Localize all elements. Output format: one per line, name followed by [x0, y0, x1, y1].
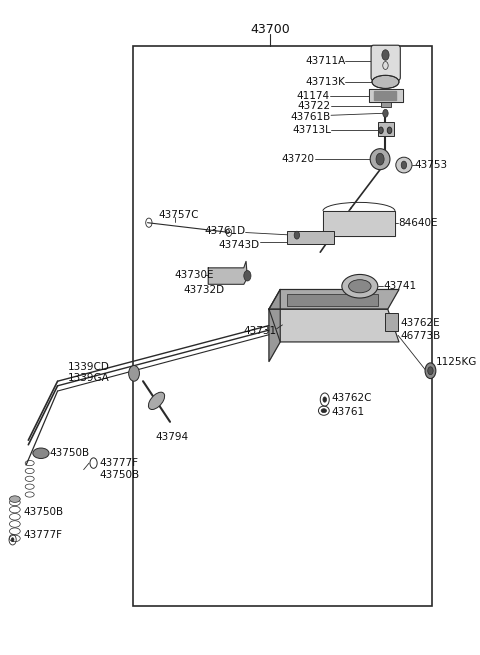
Bar	[384, 313, 398, 331]
Text: 43794: 43794	[156, 432, 189, 442]
Text: 43730E: 43730E	[175, 270, 214, 280]
Text: 43777F: 43777F	[24, 530, 63, 540]
Polygon shape	[323, 211, 395, 236]
Text: 43757C: 43757C	[159, 210, 199, 220]
Text: 43762C: 43762C	[332, 393, 372, 403]
Circle shape	[387, 127, 392, 134]
Polygon shape	[374, 91, 396, 100]
Text: 43753: 43753	[415, 160, 448, 170]
Text: 84640E: 84640E	[398, 217, 438, 228]
Text: 46773B: 46773B	[400, 331, 441, 341]
Circle shape	[11, 538, 14, 542]
Text: 43761: 43761	[332, 407, 365, 417]
Ellipse shape	[342, 274, 378, 298]
Circle shape	[401, 161, 407, 169]
Circle shape	[376, 153, 384, 165]
Text: 43761D: 43761D	[204, 225, 246, 236]
Text: 43761B: 43761B	[291, 111, 331, 122]
Circle shape	[323, 397, 326, 402]
Bar	[132, 46, 432, 606]
Text: 43750B: 43750B	[24, 507, 64, 517]
Text: 43762E: 43762E	[400, 318, 440, 328]
Polygon shape	[208, 261, 247, 284]
Circle shape	[382, 50, 389, 60]
Ellipse shape	[370, 149, 390, 170]
Text: 43741: 43741	[383, 281, 416, 291]
Text: 43713L: 43713L	[292, 125, 331, 136]
Bar	[381, 102, 391, 107]
Text: 1339GA: 1339GA	[68, 373, 110, 383]
Ellipse shape	[372, 75, 399, 88]
Ellipse shape	[33, 448, 49, 458]
Text: 43711A: 43711A	[305, 56, 346, 66]
Circle shape	[294, 231, 300, 239]
Text: 43777F: 43777F	[99, 458, 138, 468]
Ellipse shape	[348, 280, 371, 293]
Ellipse shape	[148, 392, 165, 409]
Ellipse shape	[10, 496, 20, 502]
Circle shape	[425, 363, 436, 379]
Circle shape	[244, 271, 251, 281]
Circle shape	[129, 365, 139, 381]
Text: 1125KG: 1125KG	[436, 357, 478, 367]
Circle shape	[428, 367, 433, 375]
Ellipse shape	[321, 409, 326, 413]
Polygon shape	[269, 290, 399, 309]
Bar	[287, 231, 334, 244]
Circle shape	[383, 109, 388, 117]
Text: 41174: 41174	[297, 90, 330, 101]
Text: 43720: 43720	[282, 154, 315, 164]
Text: 43731: 43731	[243, 326, 276, 336]
Text: 43743D: 43743D	[219, 240, 260, 250]
Polygon shape	[369, 89, 403, 102]
Polygon shape	[269, 309, 399, 342]
Text: 1339CD: 1339CD	[68, 362, 110, 372]
Bar	[378, 122, 394, 136]
Polygon shape	[269, 290, 280, 362]
Text: 43750B: 43750B	[50, 448, 90, 458]
Text: 43750B: 43750B	[99, 470, 139, 480]
Text: 43732D: 43732D	[183, 284, 225, 295]
Circle shape	[379, 127, 383, 134]
Bar	[287, 294, 378, 306]
Ellipse shape	[396, 157, 412, 173]
Text: 43713K: 43713K	[306, 77, 346, 87]
Text: 43700: 43700	[250, 23, 290, 36]
Text: 43722: 43722	[298, 101, 331, 111]
FancyBboxPatch shape	[371, 45, 400, 81]
